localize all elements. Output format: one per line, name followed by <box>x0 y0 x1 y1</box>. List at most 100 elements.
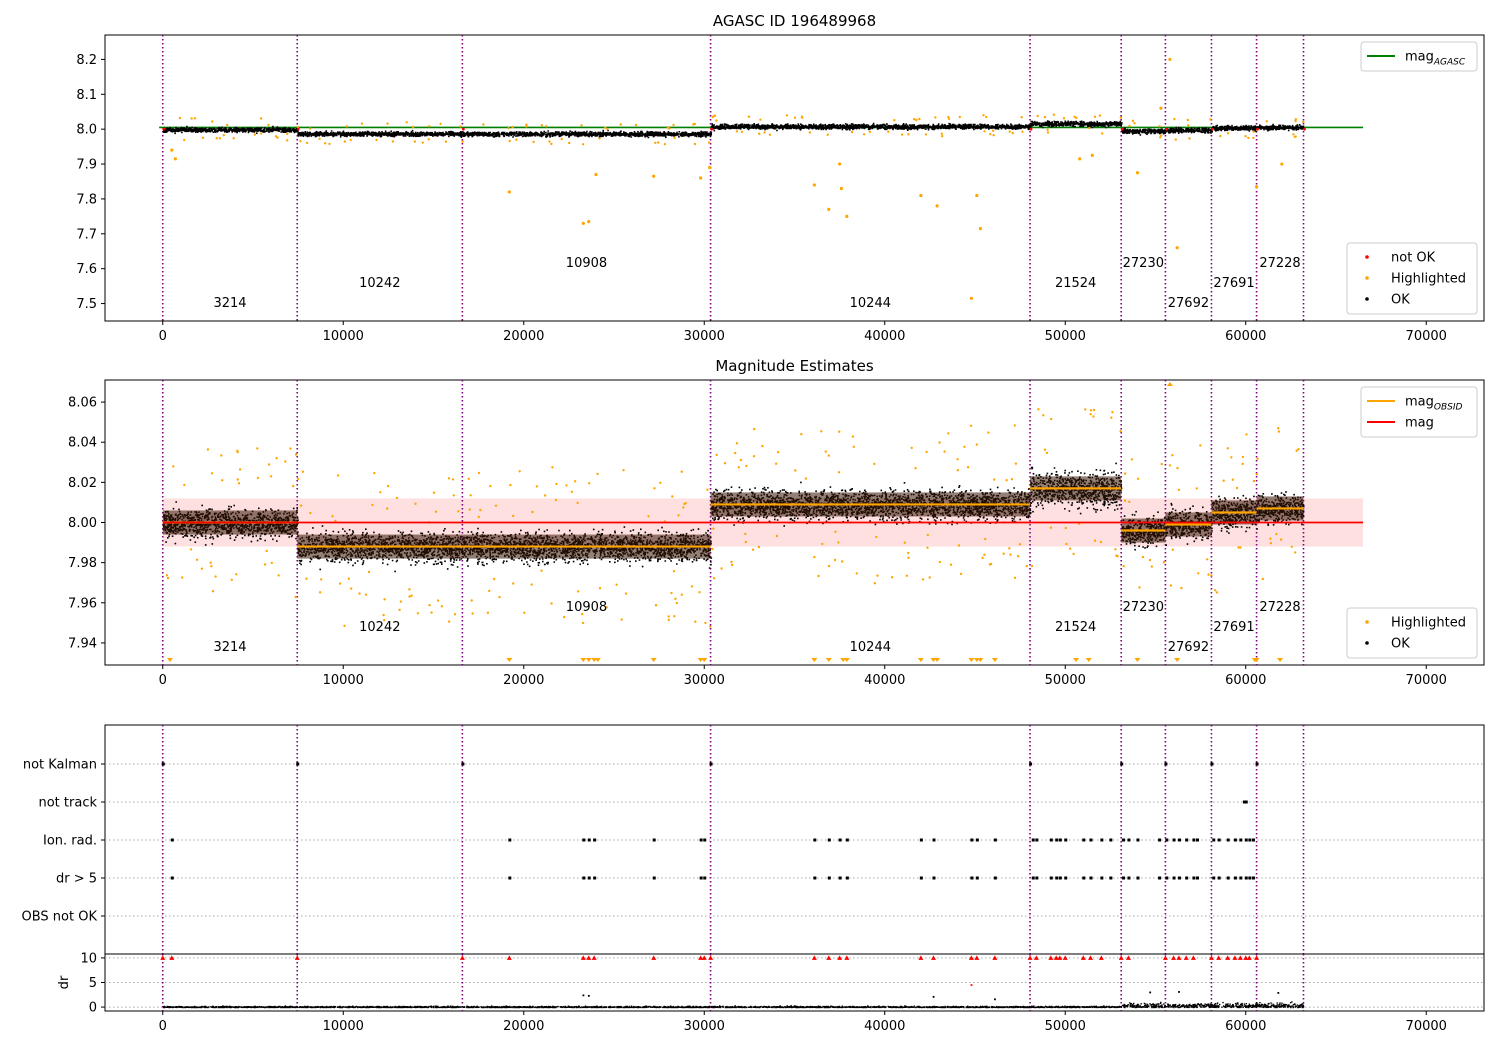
panel3-flag-event <box>461 762 465 766</box>
panel4-dr-capped-marker <box>974 955 980 960</box>
panel2-x-tick-label: 10000 <box>323 673 364 688</box>
panel4-dr-scatter-point <box>1149 991 1152 994</box>
panel4-dr-capped-marker <box>1062 955 1068 960</box>
panel3-flag-event <box>1089 838 1093 842</box>
panel3-flag-event <box>1244 800 1248 804</box>
panel3-flag-event <box>919 838 923 842</box>
panel3-flag-event <box>1127 838 1131 842</box>
panel4-dr-points <box>1256 1001 1305 1009</box>
panel2-obsid-label: 10242 <box>359 620 400 635</box>
panel2-obsid-label: 21524 <box>1055 620 1096 635</box>
panel4-dr-capped-marker <box>930 955 936 960</box>
panel2-offscale-triangle <box>506 658 513 662</box>
panel1-upper-legend-subscript: AGASC <box>1433 58 1466 68</box>
panel4-dr-capped-marker <box>1232 955 1238 960</box>
panel3-flag-event <box>170 876 174 880</box>
panel3-flag-event <box>1127 876 1131 880</box>
panel2-obsid-label: 10244 <box>850 640 891 655</box>
panel1-ok-points <box>1256 123 1305 132</box>
panel1-highlighted-outlier <box>1135 171 1140 175</box>
panel1-highlighted-outlier <box>699 176 703 180</box>
panel3-flag-event <box>1233 876 1237 880</box>
panel1-lower-legend-label: not OK <box>1391 251 1436 266</box>
panel4-dr-capped-marker <box>1225 955 1231 960</box>
panel3-flag-event <box>1109 876 1113 880</box>
panel1-lower-legend-label: OK <box>1391 293 1410 308</box>
panel3-flag-event <box>699 876 703 880</box>
panel2-obsid-label: 27228 <box>1259 600 1300 615</box>
panel3-flag-event <box>582 876 586 880</box>
panel3-flag-label: Ion. rad. <box>43 834 97 849</box>
panel2-lower-legend-dot-swatch <box>1365 641 1369 645</box>
panel1-highlighted-outlier <box>170 148 174 152</box>
panel4-dr-scatter-point <box>970 984 973 986</box>
panel-dr: 0 5 10 dr 0 10000 20000 30000 40000 50000 60000 700… <box>57 951 1485 1034</box>
panel1-x-tick-label: 40000 <box>864 329 905 344</box>
panel1-y-tick-label: 7.7 <box>76 227 97 242</box>
panel2-offscale-triangle <box>1277 658 1284 662</box>
panel1-highlighted-outlier <box>1168 57 1172 62</box>
panel1-highlighted-outlier <box>1159 106 1163 110</box>
panel4-x-tick-label: 10000 <box>323 1019 364 1034</box>
panel1-highlighted-outlier <box>969 296 973 300</box>
panel4-dr-scatter-point <box>1277 992 1280 994</box>
panel2-offscale-triangle-top <box>1166 382 1173 386</box>
panel3-flag-event <box>975 876 979 880</box>
panel1-ok-points <box>462 129 713 139</box>
panel4-dr-capped-marker <box>1048 955 1054 960</box>
panel-flags: not Kalman not track Ion. rad. dr > 5 OBS no… <box>22 724 1485 955</box>
panel2-x-tick-label: 40000 <box>864 673 905 688</box>
panel3-flag-event <box>1029 762 1033 766</box>
panel3-flag-event <box>813 838 817 842</box>
panel3-flag-event <box>1100 876 1104 880</box>
panel3-flag-event <box>703 876 707 880</box>
panel3-flag-event <box>1248 838 1252 842</box>
panel4-dr-capped-marker <box>698 955 704 960</box>
panel4-dr-capped-marker <box>1208 955 1214 960</box>
panel1-highlighted-outlier <box>1175 246 1179 250</box>
panel4-dr-capped-marker <box>826 955 832 960</box>
panel2-x-tick-label: 50000 <box>1045 673 1086 688</box>
panel4-dr-capped-marker <box>837 955 843 960</box>
panel2-offscale-triangle <box>991 658 998 662</box>
panel3-flag-event <box>993 876 997 880</box>
panel2-offscale-triangle <box>977 658 984 662</box>
panel1-obsid-label: 10908 <box>566 256 607 271</box>
panel1-highlighted-outlier <box>1078 157 1082 161</box>
panel1-highlighted-outlier <box>827 207 831 211</box>
panel4-dr-capped-marker <box>701 955 707 960</box>
panel2-obsid-label: 27692 <box>1168 640 1209 655</box>
panel1-not-ok-point <box>296 127 300 131</box>
panel3-flag-event <box>1251 876 1255 880</box>
panel1-not-ok-point <box>1211 127 1214 131</box>
panel3-flag-label: OBS not OK <box>22 910 98 925</box>
panel1-y-tick-label: 8.2 <box>76 53 97 68</box>
panel1-y-tick-label: 7.8 <box>76 192 97 207</box>
panel3-flag-event <box>919 876 923 880</box>
panel3-flag-event <box>1217 876 1221 880</box>
panel2-lower-legend-label: Highlighted <box>1391 616 1466 631</box>
panel4-dr-capped-marker <box>1125 955 1131 960</box>
panel1-ok-points <box>1030 120 1123 129</box>
panel1-ok-points <box>1165 126 1213 134</box>
panel3-flag-event <box>587 838 591 842</box>
panel2-ok-points <box>1030 462 1123 515</box>
panel3-flag-event <box>161 762 165 766</box>
panel2-offscale-triangle <box>917 658 924 662</box>
panel1-highlighted-outlier <box>919 193 923 198</box>
panel2-y-tick-label: 8.02 <box>68 476 97 491</box>
panel4-dr-capped-marker <box>294 955 300 960</box>
panel3-flag-event <box>699 838 703 842</box>
panel4-dr-scatter-point <box>582 994 585 997</box>
panel4-dr-capped-marker <box>459 955 465 960</box>
panel1-x-tick-label: 50000 <box>1045 329 1086 344</box>
panel1-highlighted-outlier <box>978 226 983 231</box>
panel4-dr-capped-marker <box>1190 955 1196 960</box>
panel1-ok-points <box>1211 124 1258 133</box>
panel4-dr-capped-marker <box>968 955 974 960</box>
panel1-not-ok-point <box>1303 127 1306 131</box>
panel4-y-axis-label: dr <box>57 975 72 989</box>
panel2-highlighted-points <box>1168 444 1213 590</box>
panel4-dr-capped-marker <box>1053 955 1059 960</box>
